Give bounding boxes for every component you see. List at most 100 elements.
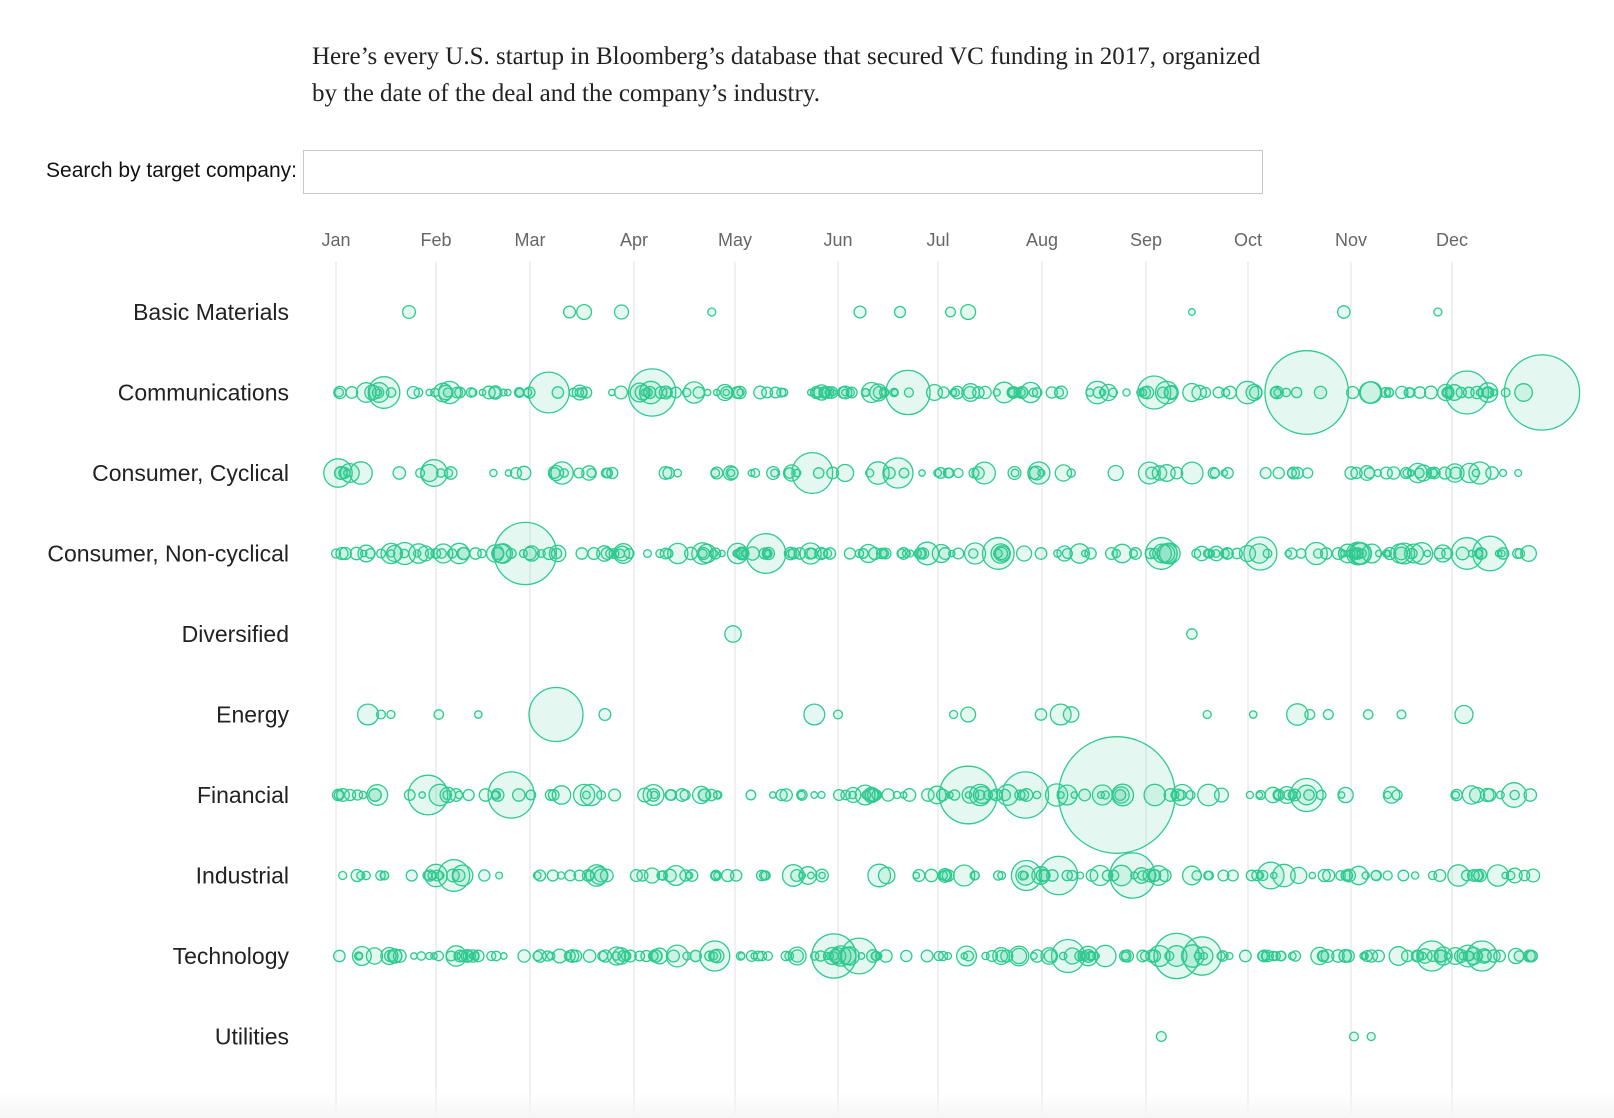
deal-bubble[interactable] xyxy=(713,871,722,880)
deal-bubble[interactable] xyxy=(760,870,771,881)
deal-bubble[interactable] xyxy=(1107,464,1124,482)
deal-bubble[interactable] xyxy=(364,548,376,559)
deal-bubble[interactable] xyxy=(835,463,855,483)
deal-bubble[interactable] xyxy=(1322,868,1336,883)
deal-bubble[interactable] xyxy=(1331,949,1345,963)
deal-bubble[interactable] xyxy=(620,950,632,962)
deal-bubble[interactable] xyxy=(712,388,721,397)
deal-bubble[interactable] xyxy=(358,790,368,800)
deal-bubble[interactable] xyxy=(845,786,862,804)
deal-bubble[interactable] xyxy=(1069,543,1091,564)
deal-bubble[interactable] xyxy=(949,388,958,397)
deal-bubble[interactable] xyxy=(1191,384,1208,401)
deal-bubble[interactable] xyxy=(793,547,807,560)
deal-bubble[interactable] xyxy=(1366,1031,1376,1042)
deal-bubble[interactable] xyxy=(857,952,866,960)
deal-bubble[interactable] xyxy=(762,548,773,559)
deal-bubble[interactable] xyxy=(1140,385,1155,400)
deal-bubble[interactable] xyxy=(681,387,692,398)
deal-bubble[interactable] xyxy=(822,548,833,559)
deal-bubble[interactable] xyxy=(993,381,1016,404)
deal-bubble[interactable] xyxy=(1165,945,1188,967)
deal-bubble[interactable] xyxy=(1382,870,1393,881)
deal-bubble[interactable] xyxy=(1108,387,1119,398)
deal-bubble[interactable] xyxy=(425,951,434,961)
deal-bubble[interactable] xyxy=(477,548,487,559)
deal-bubble[interactable] xyxy=(953,467,964,479)
deal-bubble[interactable] xyxy=(814,950,827,962)
deal-bubble[interactable] xyxy=(368,382,390,403)
deal-bubble[interactable] xyxy=(770,468,780,478)
deal-bubble[interactable] xyxy=(1370,869,1383,882)
deal-bubble[interactable] xyxy=(556,871,566,880)
deal-bubble[interactable] xyxy=(345,386,359,399)
deal-bubble[interactable] xyxy=(333,949,346,963)
deal-bubble[interactable] xyxy=(1110,864,1133,887)
deal-bubble[interactable] xyxy=(691,542,714,565)
deal-bubble[interactable] xyxy=(596,789,607,801)
deal-bubble[interactable] xyxy=(1272,466,1285,480)
deal-bubble[interactable] xyxy=(938,765,998,825)
deal-bubble[interactable] xyxy=(1386,466,1401,480)
deal-bubble[interactable] xyxy=(992,388,1001,397)
deal-bubble[interactable] xyxy=(1413,386,1427,399)
deal-bubble[interactable] xyxy=(546,869,559,882)
deal-bubble[interactable] xyxy=(1107,869,1120,882)
deal-bubble[interactable] xyxy=(428,783,452,807)
deal-bubble[interactable] xyxy=(1093,944,1117,968)
deal-bubble[interactable] xyxy=(791,451,834,495)
deal-bubble[interactable] xyxy=(596,545,613,562)
deal-bubble[interactable] xyxy=(682,381,706,404)
deal-bubble[interactable] xyxy=(1485,466,1499,480)
deal-bubble[interactable] xyxy=(955,945,978,967)
deal-bubble[interactable] xyxy=(525,789,537,801)
deal-bubble[interactable] xyxy=(1217,869,1230,882)
deal-bubble[interactable] xyxy=(941,868,955,883)
deal-bubble[interactable] xyxy=(1281,387,1292,398)
deal-bubble[interactable] xyxy=(627,368,677,417)
deal-bubble[interactable] xyxy=(1393,542,1416,565)
deal-bubble[interactable] xyxy=(1296,784,1318,806)
deal-bubble[interactable] xyxy=(597,950,609,962)
deal-bubble[interactable] xyxy=(533,949,547,963)
deal-bubble[interactable] xyxy=(333,385,347,400)
deal-bubble[interactable] xyxy=(1346,385,1360,400)
deal-bubble[interactable] xyxy=(853,305,867,319)
deal-bubble[interactable] xyxy=(495,871,504,880)
deal-bubble[interactable] xyxy=(355,952,364,960)
deal-bubble[interactable] xyxy=(1243,536,1278,571)
deal-bubble[interactable] xyxy=(913,547,926,560)
deal-bubble[interactable] xyxy=(779,387,789,398)
deal-bubble[interactable] xyxy=(1015,545,1033,562)
deal-bubble[interactable] xyxy=(934,467,947,479)
deal-bubble[interactable] xyxy=(1245,790,1255,800)
deal-bubble[interactable] xyxy=(1423,549,1432,558)
deal-bubble[interactable] xyxy=(581,790,591,800)
deal-bubble[interactable] xyxy=(1342,870,1354,881)
deal-bubble[interactable] xyxy=(720,385,734,400)
deal-bubble[interactable] xyxy=(699,940,731,972)
deal-bubble[interactable] xyxy=(675,788,689,802)
deal-bubble[interactable] xyxy=(698,788,712,802)
deal-bubble[interactable] xyxy=(466,949,480,963)
deal-bubble[interactable] xyxy=(841,388,849,397)
deal-bubble[interactable] xyxy=(1289,866,1308,885)
deal-bubble[interactable] xyxy=(1032,790,1042,800)
deal-bubble[interactable] xyxy=(664,789,677,801)
deal-bubble[interactable] xyxy=(1360,949,1374,963)
deal-bubble[interactable] xyxy=(1383,790,1392,800)
deal-bubble[interactable] xyxy=(637,787,653,803)
deal-bubble[interactable] xyxy=(1451,790,1461,800)
deal-bubble[interactable] xyxy=(1303,789,1315,801)
deal-bubble[interactable] xyxy=(710,549,719,558)
deal-bubble[interactable] xyxy=(890,388,899,397)
deal-bubble[interactable] xyxy=(920,949,934,963)
deal-bubble[interactable] xyxy=(1287,951,1297,961)
deal-bubble[interactable] xyxy=(516,465,532,481)
deal-bubble[interactable] xyxy=(1264,350,1350,435)
deal-bubble[interactable] xyxy=(1182,936,1222,976)
deal-bubble[interactable] xyxy=(1269,386,1282,399)
deal-bubble[interactable] xyxy=(573,467,585,479)
deal-bubble[interactable] xyxy=(796,789,808,801)
deal-bubble[interactable] xyxy=(968,783,992,807)
